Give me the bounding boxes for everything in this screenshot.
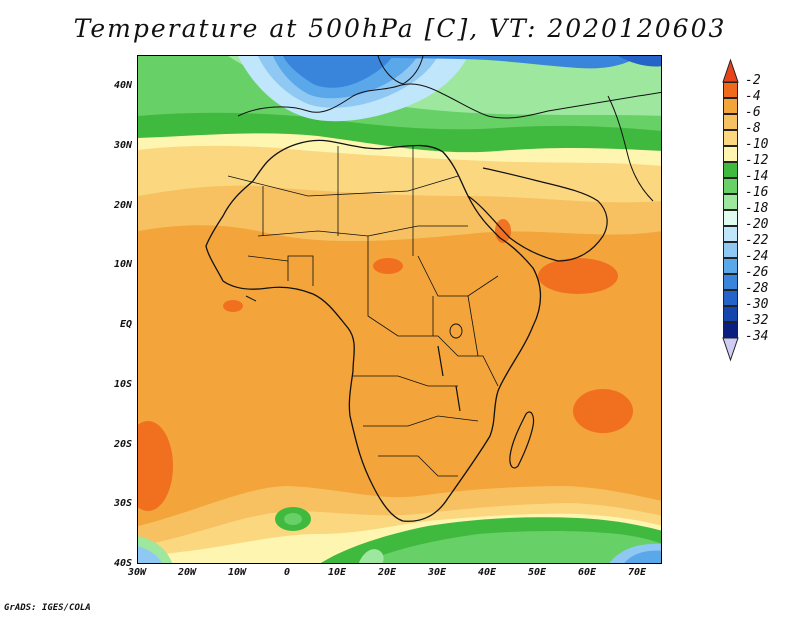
colorbar-swatch [723,162,738,178]
y-tick-label: 40N [113,80,132,91]
colorbar-swatch [723,114,738,130]
x-tick-label: 20E [377,567,397,578]
y-tick-label: 10S [113,378,132,390]
colorbar-label: -26 [745,265,769,280]
colorbar-label: -10 [745,137,769,152]
colorbar-bottom-arrow [722,337,739,362]
colorbar-swatch [723,226,738,242]
colorbar-label: -8 [745,121,761,136]
arabia [467,167,608,262]
colorbar-swatch [723,146,738,162]
africa-coastline [205,139,542,522]
colorbar-label: -12 [745,153,769,168]
colorbar-label: -20 [745,217,769,232]
colorbar-label: -30 [745,297,769,312]
y-tick-label: 10N [113,259,132,271]
lake-malawi [455,385,461,412]
asia-coast [607,95,654,202]
y-tick-label: EQ [119,319,132,330]
map-panel [137,55,662,564]
x-tick-label: 30W [127,567,147,578]
colorbar-swatch [723,242,738,258]
colorbar-top-arrow [722,58,739,83]
colorbar-swatch [723,194,738,210]
colorbar-label: -14 [745,169,769,184]
colorbar-label: -16 [745,185,769,200]
colorbar-swatch [723,210,738,226]
x-tick-label: 10E [327,567,347,578]
colorbar-swatch [723,130,738,146]
colorbar-label: -32 [745,313,769,328]
y-tick-label: 40S [113,558,132,569]
x-tick-label: 10W [227,567,247,578]
x-tick-label: 70E [627,567,647,578]
x-tick-label: 20W [177,567,197,578]
colorbar-swatch [723,306,738,322]
lake-volta [245,295,257,302]
colorbar-swatch [723,82,738,98]
lake-tanganyika [437,345,444,377]
madagascar [509,411,535,469]
y-tick-label: 20N [113,199,132,211]
colorbar-label: -34 [745,329,769,344]
x-tick-label: 60E [577,567,597,578]
temperature-field [138,56,661,563]
colorbar-label: -22 [745,233,769,248]
italy [377,56,424,85]
colorbar-swatch [723,274,738,290]
colorbar-swatch [723,290,738,306]
footer-credit: GrADS: IGES/COLA [4,603,91,613]
x-tick-label: 40E [477,567,497,578]
country-borders [227,146,499,477]
y-tick-label: 30N [113,139,132,151]
colorbar-label: -4 [745,89,761,104]
y-tick-label: 30S [113,498,132,510]
colorbar-swatch [723,322,738,338]
lake-victoria [449,323,463,339]
colorbar-label: -24 [745,249,769,264]
x-tick-label: 0 [283,567,291,578]
colorbar-swatch [723,178,738,194]
y-tick-label: 20S [113,438,132,450]
chart-title: Temperature at 500hPa [C], VT: 202012060… [73,14,727,43]
colorbar-label: -6 [745,105,761,120]
colorbar-swatch [723,98,738,114]
x-tick-label: 30E [427,567,447,578]
europe-coast [237,83,661,119]
colorbar-label: -2 [745,73,761,88]
colorbar-label: -28 [745,281,769,296]
colorbar-swatch [723,258,738,274]
x-tick-label: 50E [527,567,547,578]
colorbar-label: -18 [745,201,769,216]
